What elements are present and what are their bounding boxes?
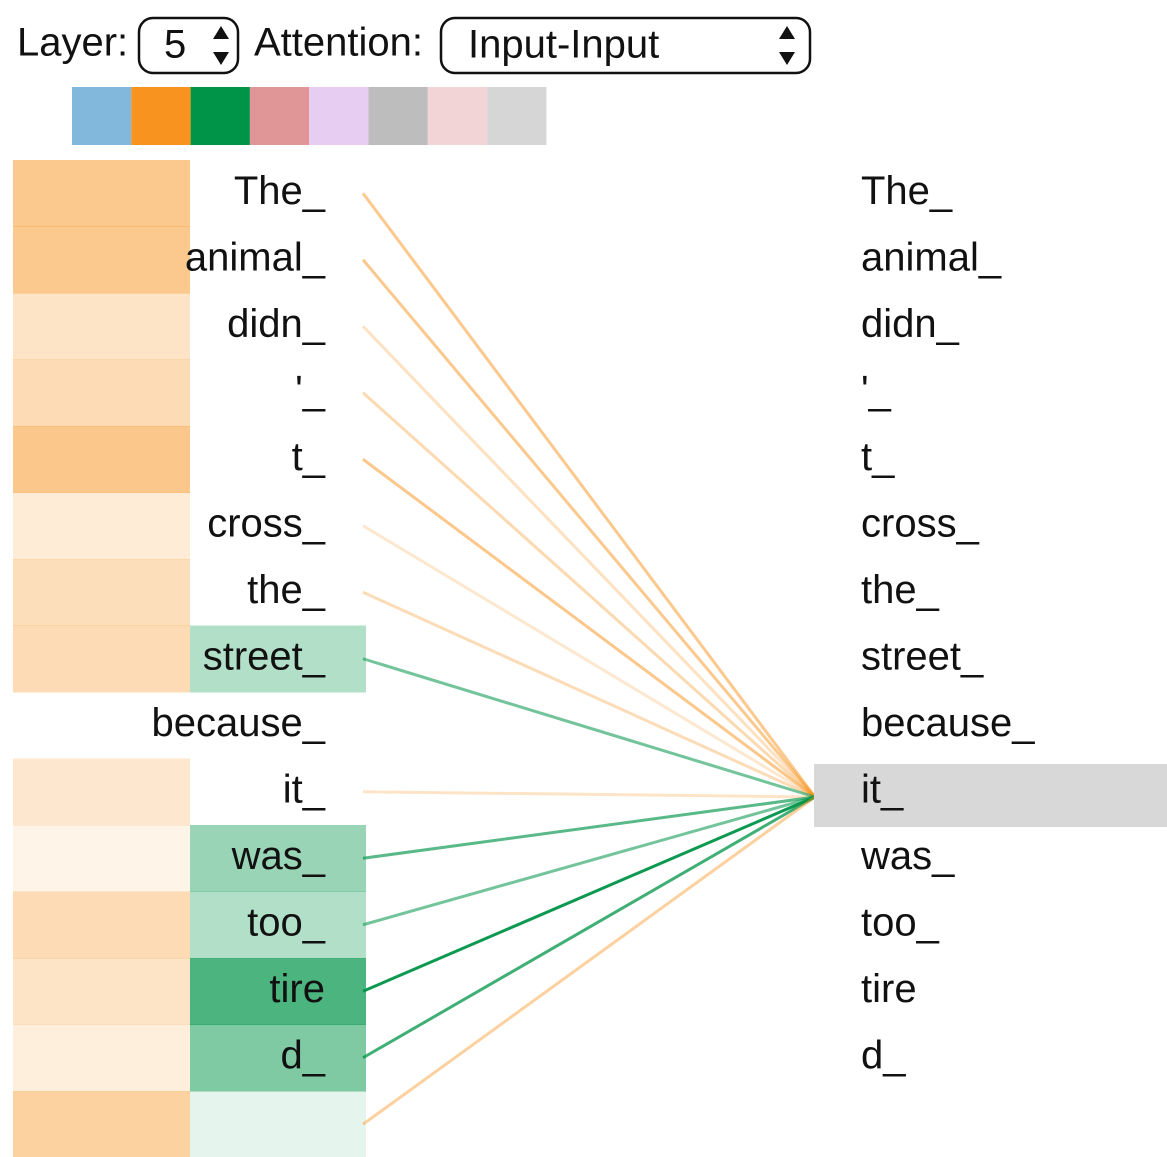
green-box <box>190 825 366 892</box>
query-highlight <box>814 764 1167 827</box>
left-token[interactable]: didn_ <box>227 302 326 346</box>
green-box <box>190 958 366 1025</box>
orange-box <box>13 1091 190 1157</box>
head-swatch[interactable] <box>427 87 488 145</box>
left-token[interactable]: street_ <box>203 634 326 678</box>
orange-box <box>13 426 190 493</box>
green-box <box>190 891 366 959</box>
green-box <box>190 1024 366 1092</box>
select-arrows <box>213 26 229 65</box>
orange-box <box>13 160 190 227</box>
orange-box <box>13 891 190 959</box>
orange-box <box>13 293 190 360</box>
orange-box <box>13 359 190 427</box>
attention-value: Input-Input <box>468 23 659 67</box>
orange-box <box>13 825 190 892</box>
right-token[interactable]: it_ <box>861 767 904 811</box>
attention-line <box>362 458 816 799</box>
attention-line <box>361 258 817 798</box>
select-arrows <box>779 26 795 65</box>
orange-box <box>13 1024 190 1092</box>
green-box <box>190 1091 366 1157</box>
left-token[interactable]: because_ <box>152 701 326 745</box>
attention-line <box>362 795 816 993</box>
attention-line <box>362 657 816 799</box>
tokens: The_ animal_ didn_ '_ t_ cross_ the_ street_bec… <box>152 169 1036 1078</box>
head-swatch[interactable] <box>131 87 191 145</box>
layer-select[interactable] <box>137 16 240 75</box>
head-swatch[interactable] <box>249 87 310 145</box>
right-token[interactable]: The_ <box>861 169 953 213</box>
layer-label: Layer: <box>17 21 128 65</box>
green-box <box>190 625 366 693</box>
left-token[interactable]: cross_ <box>207 501 326 545</box>
attention-line <box>362 795 816 860</box>
head-swatch[interactable] <box>190 87 250 145</box>
attention-line <box>362 790 816 799</box>
right-token[interactable]: didn_ <box>861 302 960 346</box>
attention-line <box>361 325 817 799</box>
right-token[interactable]: too_ <box>861 900 940 944</box>
orange-box <box>13 492 190 560</box>
left-token[interactable]: it_ <box>283 767 326 811</box>
right-token[interactable]: '_ <box>861 368 892 412</box>
left-token[interactable]: The_ <box>234 169 326 213</box>
right-token[interactable]: d_ <box>861 1033 906 1077</box>
orange-box <box>13 625 190 693</box>
left-token[interactable]: d_ <box>281 1033 326 1077</box>
right-token[interactable]: was_ <box>860 834 955 878</box>
orange-box <box>13 226 190 294</box>
right-token[interactable]: t_ <box>861 435 895 479</box>
left-token[interactable]: was_ <box>231 834 326 878</box>
attention-select[interactable] <box>439 16 812 75</box>
attention-line <box>361 192 817 798</box>
left-token[interactable]: too_ <box>247 900 326 944</box>
orange-box <box>13 958 190 1025</box>
attention-boxes <box>13 160 366 1157</box>
head-swatch[interactable] <box>72 87 132 145</box>
attention-line <box>362 524 816 799</box>
head-swatches <box>72 87 547 145</box>
right-token[interactable]: animal_ <box>861 235 1002 279</box>
attention-line <box>362 795 816 1126</box>
head-swatch[interactable] <box>368 87 428 145</box>
left-token[interactable]: '_ <box>295 368 326 412</box>
attention-lines <box>361 192 817 1126</box>
head-swatch[interactable] <box>309 87 369 145</box>
attention-line <box>362 391 816 799</box>
right-token[interactable]: tire <box>861 967 917 1011</box>
left-token[interactable]: the_ <box>247 568 326 612</box>
orange-box <box>13 559 190 626</box>
left-token[interactable]: t_ <box>292 435 326 479</box>
left-token[interactable]: animal_ <box>185 235 326 279</box>
right-token[interactable]: the_ <box>861 568 940 612</box>
head-swatch[interactable] <box>487 87 547 145</box>
attention-line <box>362 795 816 1060</box>
orange-box <box>13 758 190 826</box>
attention-label: Attention: <box>254 21 423 65</box>
attention-line <box>362 590 816 799</box>
attention-line <box>362 795 816 927</box>
toolbar: Layer: 5 Attention: Input-Input <box>17 16 812 75</box>
right-token[interactable]: cross_ <box>861 501 980 545</box>
layer-value: 5 <box>164 23 186 67</box>
right-token[interactable]: because_ <box>861 701 1035 745</box>
left-token[interactable]: tire <box>269 967 325 1011</box>
right-token[interactable]: street_ <box>861 634 984 678</box>
